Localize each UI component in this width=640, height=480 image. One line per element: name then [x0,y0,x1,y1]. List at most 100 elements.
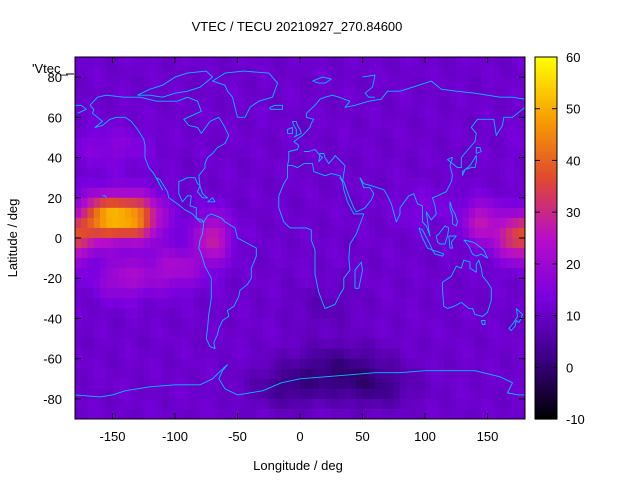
heatmap-cell [437,378,445,390]
heatmap-cell [206,288,214,299]
heatmap-cell [437,207,445,219]
heatmap-cell [175,97,182,108]
heatmap-cell [206,147,214,159]
colorbar-swatch [535,235,557,239]
heatmap-cell [375,207,382,219]
heatmap-cell [337,137,345,149]
heatmap-cell [125,157,132,169]
heatmap-cell [287,298,295,309]
heatmap-cell [287,268,295,279]
heatmap-cell [493,278,501,289]
heatmap-cell [275,308,282,320]
heatmap-cell [400,77,407,88]
heatmap-cell [462,238,470,249]
heatmap-cell [168,268,176,279]
heatmap-cell [162,278,170,289]
heatmap-cell [206,308,214,320]
heatmap-cell [362,67,370,78]
heatmap-cell [518,187,525,199]
heatmap-cell [418,278,426,289]
heatmap-cell [131,288,139,299]
heatmap-cell [343,157,351,169]
heatmap-cell [368,408,376,419]
heatmap-cell [418,388,426,400]
heatmap-cell [193,408,201,419]
colorbar-swatch [535,320,557,324]
heatmap-cell [406,368,414,380]
heatmap-cell [137,288,145,299]
y-tick-label: -80 [43,392,62,407]
heatmap-cell [462,268,470,279]
heatmap-cell [100,187,107,199]
heatmap-cell [393,207,401,219]
heatmap-cell [468,177,476,189]
colorbar-swatch [535,111,557,115]
heatmap-cell [81,127,89,139]
colorbar-swatch [535,287,557,291]
heatmap-cell [175,127,182,139]
heatmap-cell [312,217,320,229]
heatmap-cell [200,238,207,249]
heatmap-cell [218,87,226,98]
heatmap-cell [318,127,326,139]
heatmap-cell [287,147,295,159]
heatmap-cell [87,57,95,68]
heatmap-cell [300,378,307,390]
colorbar-swatch [535,88,557,92]
heatmap-cell [337,258,345,269]
heatmap-cell [156,268,164,279]
heatmap-cell [168,348,176,360]
heatmap-cell [137,348,145,360]
heatmap-cell [193,258,201,269]
heatmap-cell [425,378,432,390]
heatmap-cell [250,167,257,179]
heatmap-cell [187,368,195,380]
heatmap-cell [393,167,401,179]
heatmap-cell [181,137,189,149]
colorbar-tick-label: 10 [566,309,580,324]
heatmap-cell [168,288,176,299]
heatmap-cell [275,117,282,128]
heatmap-cell [393,217,401,229]
heatmap-cell [300,57,307,68]
heatmap-cell [268,388,276,400]
heatmap-cell [412,217,420,229]
heatmap-cell [475,268,482,279]
heatmap-cell [268,288,276,299]
heatmap-cell [512,77,520,88]
heatmap-cell [362,278,370,289]
heatmap-cell [125,177,132,189]
heatmap-cell [468,408,476,419]
heatmap-cell [387,408,395,419]
coastline [312,76,332,84]
heatmap-cell [93,157,101,169]
heatmap-cell [181,318,189,330]
heatmap-cell [100,117,107,128]
colorbar-swatch [535,59,557,63]
heatmap-cell [450,348,457,360]
heatmap-cell [168,278,176,289]
heatmap-cell [462,328,470,340]
heatmap-cell [368,298,376,309]
heatmap-cell [450,87,457,98]
heatmap-cell [131,67,139,78]
heatmap-cell [81,97,89,108]
heatmap-cell [487,197,495,209]
heatmap-cell [368,358,376,370]
heatmap-cell [431,388,439,400]
heatmap-cell [300,107,307,118]
heatmap-cell [312,258,320,269]
colorbar-swatch [535,398,557,402]
heatmap-cell [387,217,395,229]
heatmap-cell [237,328,245,340]
heatmap-cell [337,77,345,88]
heatmap-cell [356,388,364,400]
heatmap-cell [175,338,182,350]
heatmap-cell [518,378,525,390]
heatmap-cell [418,408,426,419]
heatmap-cell [493,318,501,330]
colorbar-swatch [535,75,557,79]
heatmap-cell [81,217,89,229]
heatmap-cell [237,398,245,410]
heatmap-cell [181,308,189,320]
